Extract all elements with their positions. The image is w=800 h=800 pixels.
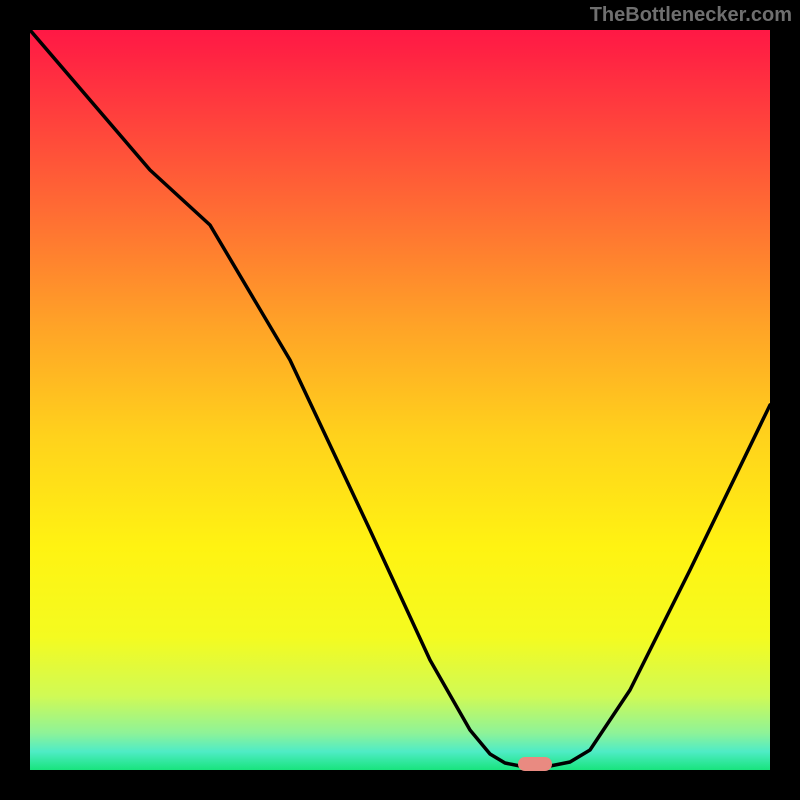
optimal-marker — [518, 757, 552, 771]
plot-area — [30, 30, 770, 770]
bottleneck-curve — [30, 30, 770, 770]
chart-container: TheBottlenecker.com — [0, 0, 800, 800]
watermark-text: TheBottlenecker.com — [590, 4, 792, 27]
